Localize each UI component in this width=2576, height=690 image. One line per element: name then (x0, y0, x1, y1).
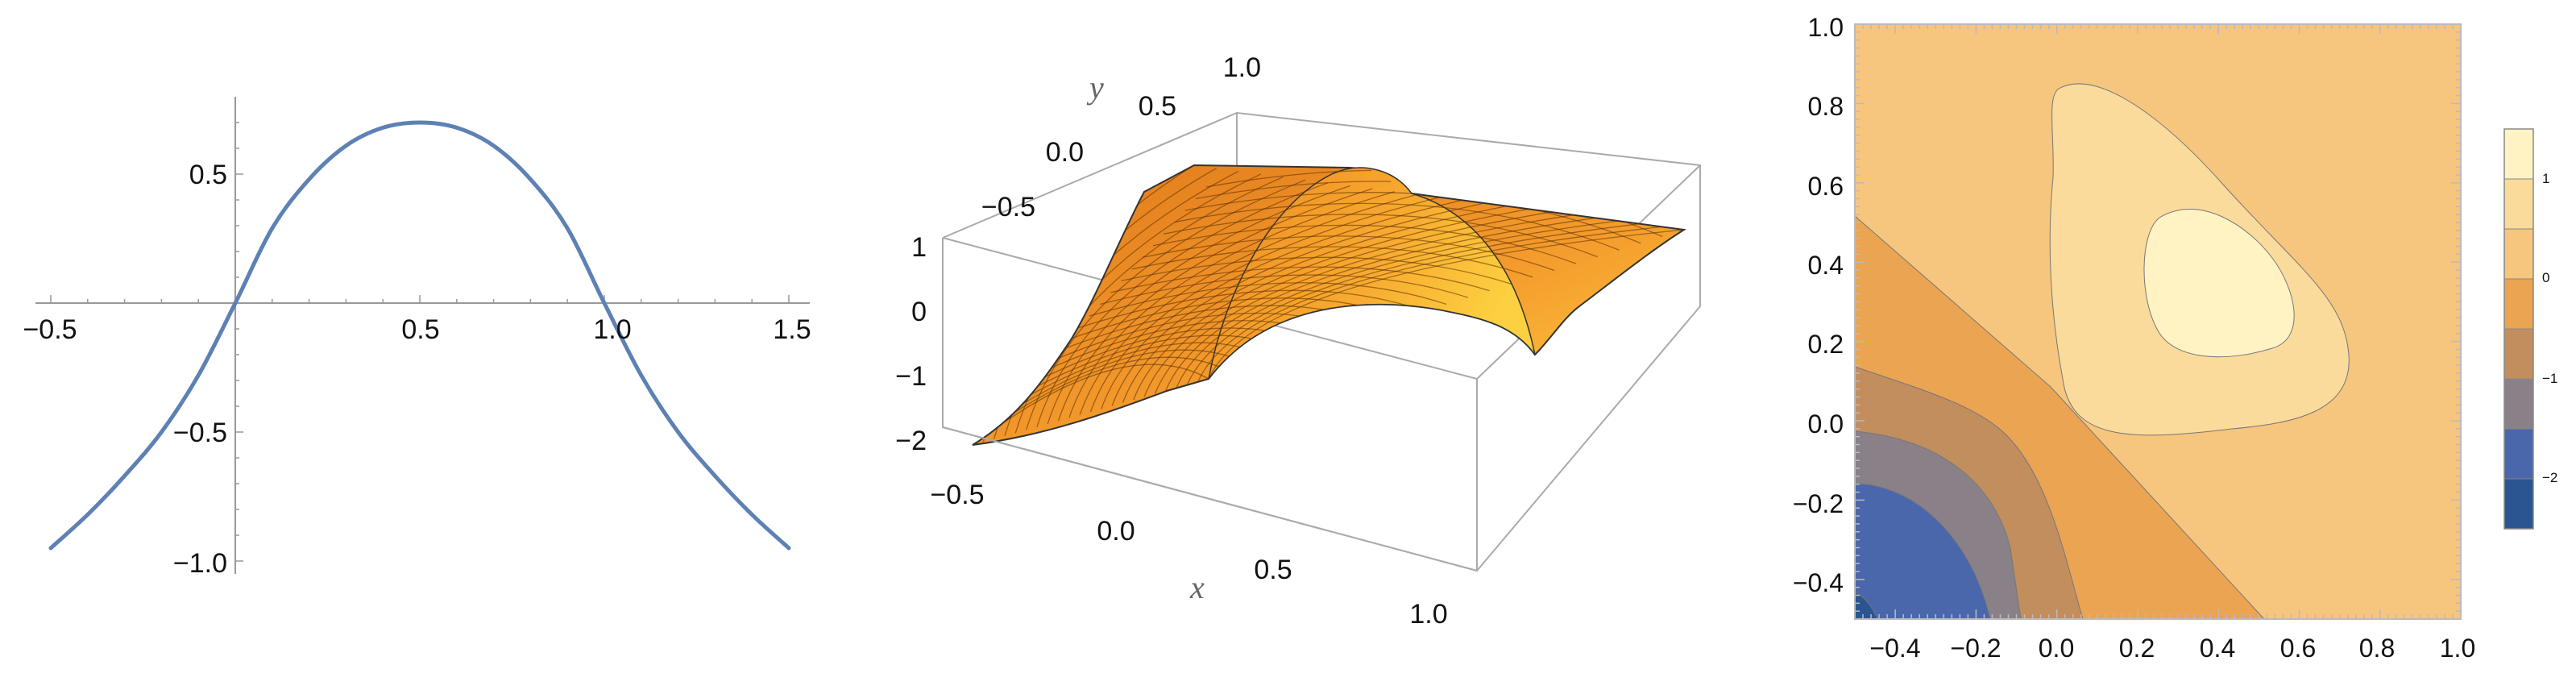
y-tick-label: −0.5 (981, 192, 1035, 222)
line-plot-panel: −0.5 0.5 1.0 1.5 0.5 −0.5 −1.0 (0, 0, 846, 686)
mesh-line (1057, 188, 1373, 422)
y-axis-label: y (1086, 69, 1104, 106)
line-plot: −0.5 0.5 1.0 1.5 0.5 −0.5 −1.0 (23, 97, 811, 579)
mesh-line (1133, 208, 1529, 401)
mesh-line (1131, 246, 1533, 278)
x-tick-label: 0.8 (2359, 634, 2395, 663)
z-tick-label: −2 (895, 426, 927, 456)
mesh-line (1122, 206, 1507, 404)
x-tick-label: −0.5 (23, 314, 77, 345)
y-tick-label: 1.0 (1223, 52, 1261, 83)
y-tick-label: 0.0 (1046, 137, 1084, 168)
colorbar-tick-label: −1 (2542, 371, 2557, 386)
x-tick-label: 0.5 (401, 314, 439, 345)
y-tick-label: 0.6 (1808, 172, 1844, 201)
colorbar-swatch (2503, 478, 2534, 530)
colorbar-swatch (2503, 278, 2534, 330)
mesh-line (1176, 220, 1618, 389)
y-tick-label: 0.5 (189, 160, 227, 190)
colorbar-swatch (2503, 228, 2534, 280)
mesh-line (1047, 185, 1350, 425)
plot-frame (1854, 23, 2462, 620)
surface-plot: −0.5 0.0 0.5 1.0 y 1 0 −1 −2 −0.5 0.0 0.… (895, 52, 1701, 630)
mesh-line (1143, 211, 1551, 397)
colorbar-tick-label: 1 (2542, 171, 2549, 186)
z-tick-label: 1 (911, 232, 927, 263)
y-tick-label: 0.8 (1808, 92, 1844, 121)
colorbar-swatch (2503, 378, 2534, 430)
mesh-line (1078, 289, 1425, 329)
y-tick-label: −0.2 (1793, 489, 1844, 518)
mesh-line (1079, 193, 1417, 415)
x-tick-label: 1.5 (773, 314, 811, 345)
z-tick-label: 0 (911, 297, 927, 327)
mesh-line (1101, 200, 1462, 409)
mesh-line (1025, 179, 1306, 430)
y-tick-label: 1.0 (1808, 13, 1844, 42)
colorbar-tick-label: −2 (2542, 470, 2557, 485)
x-tick-label: −0.4 (1869, 634, 1920, 663)
mesh-line (1197, 226, 1662, 382)
contour-level-1 (2143, 209, 2295, 358)
mesh-line (1068, 191, 1395, 418)
x-tick-label: −0.5 (930, 480, 984, 510)
contour-plot: 1.0 0.8 0.6 0.4 0.2 0.0 −0.2 −0.4 −0.4 −… (1793, 13, 2558, 663)
surface-mesh (972, 164, 1686, 446)
x-tick-label: 0.4 (2200, 634, 2235, 663)
colorbar-swatch (2503, 428, 2534, 480)
x-tick-label: 1.0 (1409, 599, 1447, 630)
mesh-line (1036, 182, 1329, 427)
x-tick-label: 1.0 (593, 314, 631, 345)
series-curve (48, 120, 791, 551)
mesh-line (1110, 266, 1490, 293)
x-tick-label: −0.2 (1950, 634, 2001, 663)
mesh-line (1154, 214, 1573, 394)
contour-plot-panel: 1.0 0.8 0.6 0.4 0.2 0.0 −0.2 −0.4 −0.4 −… (1757, 0, 2576, 686)
contour-regions (1855, 24, 2461, 619)
colorbar-swatch (2503, 128, 2534, 180)
colorbar-swatch (2503, 328, 2534, 380)
mesh-line (1186, 223, 1640, 385)
y-tick-label: 0.5 (1139, 91, 1176, 122)
mesh-line (1111, 202, 1484, 406)
line-plot-ticks (50, 122, 790, 562)
contour-tick-marks (1854, 23, 2462, 620)
mesh-line (1089, 282, 1447, 317)
mesh-line (1208, 229, 1684, 380)
x-tick-label: 1.0 (2440, 634, 2475, 663)
y-tick-label: −1.0 (173, 548, 227, 579)
surface-plot-panel: −0.5 0.0 0.5 1.0 y 1 0 −1 −2 −0.5 0.0 0.… (854, 0, 1708, 686)
mesh-line (1165, 217, 1595, 392)
x-tick-label: 0.6 (2280, 634, 2316, 663)
mesh-line (1164, 214, 1598, 258)
y-tick-label: −0.5 (173, 418, 227, 448)
mesh-line (1089, 197, 1440, 413)
colorbar (2503, 128, 2534, 530)
x-tick-label: 0.0 (2039, 634, 2074, 663)
colorbar-swatch (2503, 178, 2534, 230)
mesh-line (982, 356, 1231, 434)
colorbar-tick-label: 0 (2542, 270, 2549, 285)
x-tick-label: 0.0 (1097, 516, 1135, 547)
contour-level-neg25 (1855, 592, 1878, 619)
y-tick-label: −0.4 (1793, 568, 1844, 597)
y-tick-label: 0.4 (1808, 251, 1844, 280)
mesh-line (1142, 235, 1555, 272)
x-tick-label: 0.5 (1254, 555, 1292, 585)
y-tick-label: 0.2 (1808, 330, 1844, 359)
mesh-line (1152, 224, 1577, 264)
x-tick-label: 0.2 (2119, 634, 2155, 663)
y-tick-label: 0.0 (1808, 409, 1844, 439)
mesh-line (1174, 202, 1620, 251)
contour-level-neg2 (1855, 483, 1991, 619)
z-tick-label: −1 (895, 361, 927, 392)
colorbar-frame (2503, 128, 2534, 530)
x-axis-label: x (1189, 569, 1205, 605)
line-plot-axes (35, 97, 810, 574)
bounding-box-front (942, 426, 1478, 572)
